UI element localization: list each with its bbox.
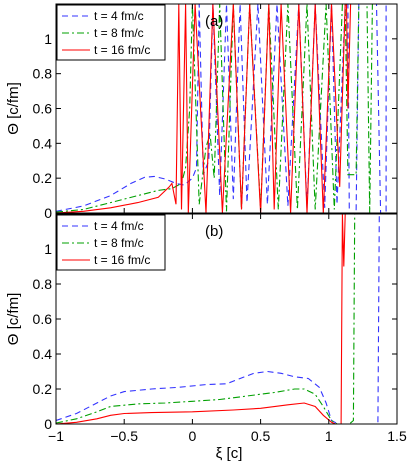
y-axis-label: Θ [c/fm] [5, 293, 22, 346]
legend-label: t = 16 fm/c [94, 253, 150, 267]
panel-b: 0 0.2 0.4 0.6 0.8 1 −1 −0.5 0 0.5 1 1.5 Θ [c/fm] (b) t… [5, 213, 407, 444]
y-tick-label: 0.8 [33, 276, 53, 292]
legend-label: t = 8 fm/c [94, 236, 144, 250]
x-tick-label: 1 [325, 428, 333, 444]
y-tick-label: 1 [44, 31, 52, 47]
legend-box [56, 4, 166, 61]
series-line-2 [56, 214, 356, 424]
series-line-3 [56, 214, 346, 424]
x-tick-label: 0 [189, 428, 197, 444]
series-group [56, 214, 381, 424]
y-tick-label: 1 [44, 241, 52, 257]
y-tick-label: 0.6 [33, 101, 53, 117]
series-line-3 [56, 4, 352, 213]
y-tick-label: 0 [44, 205, 52, 221]
y-tick-label: 0 [44, 416, 52, 432]
panel-label: (a) [205, 13, 223, 30]
y-tick-label: 0.4 [33, 135, 53, 151]
legend-label: t = 4 fm/c [94, 219, 144, 233]
y-tick-label: 0.2 [33, 381, 53, 397]
x-tick-label: 1.5 [387, 428, 407, 444]
series-line-1 [56, 4, 387, 213]
y-tick-label: 0.2 [33, 170, 53, 186]
legend-label: t = 4 fm/c [94, 9, 144, 23]
x-tick-label: 0.5 [251, 428, 271, 444]
x-axis-label: ξ [c] [216, 445, 243, 462]
legend-label: t = 8 fm/c [94, 26, 144, 40]
panel-label: (b) [205, 223, 223, 240]
panel-a: 0 0.2 0.4 0.6 0.8 1 Θ [c/fm] (a) t = 4 fm/c t = 8… [5, 3, 398, 221]
y-tick-label: 0.4 [33, 346, 53, 362]
y-tick-label: 0.6 [33, 311, 53, 327]
legend-label: t = 16 fm/c [94, 43, 150, 57]
x-tick-label: −0.5 [110, 428, 138, 444]
x-tick-label: −1 [48, 428, 64, 444]
y-tick-label: 0.8 [33, 66, 53, 82]
legend-box [56, 214, 166, 271]
y-axis-label: Θ [c/fm] [5, 82, 22, 135]
series-group [56, 4, 387, 213]
